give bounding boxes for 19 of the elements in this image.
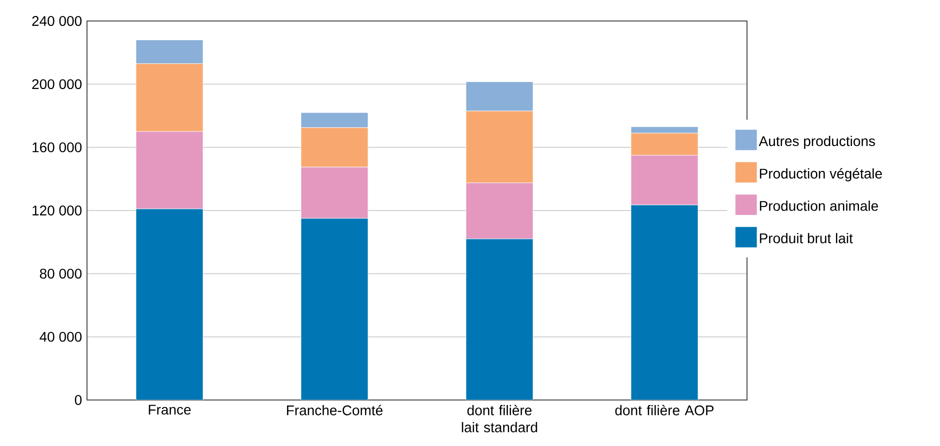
legend-label: Production animale [760,200,878,211]
legend-label: Produit brut lait [760,233,853,244]
bar [630,204,698,400]
bar [466,238,534,400]
y-tick-label: 240 000 [32,16,82,26]
x-tick-label: France [148,404,191,415]
legend-label: Autres productions [758,136,875,149]
y-tick-label: 160 000 [32,142,82,152]
y-tick-label: 80 000 [40,268,82,279]
bar [300,218,368,400]
legend-label: Production végétale [760,168,882,182]
bar [136,208,204,400]
x-tick-label: Franche-Comté [287,404,383,416]
y-tick-label: 200 000 [32,79,82,90]
x-tick-label: dont filière AOP [615,404,714,416]
x-tick-label: dont filière lait standard [462,404,538,432]
y-tick-label: 0 [74,395,82,405]
y-tick-label: 40 000 [40,332,82,342]
y-tick-label: 120 000 [32,206,82,216]
